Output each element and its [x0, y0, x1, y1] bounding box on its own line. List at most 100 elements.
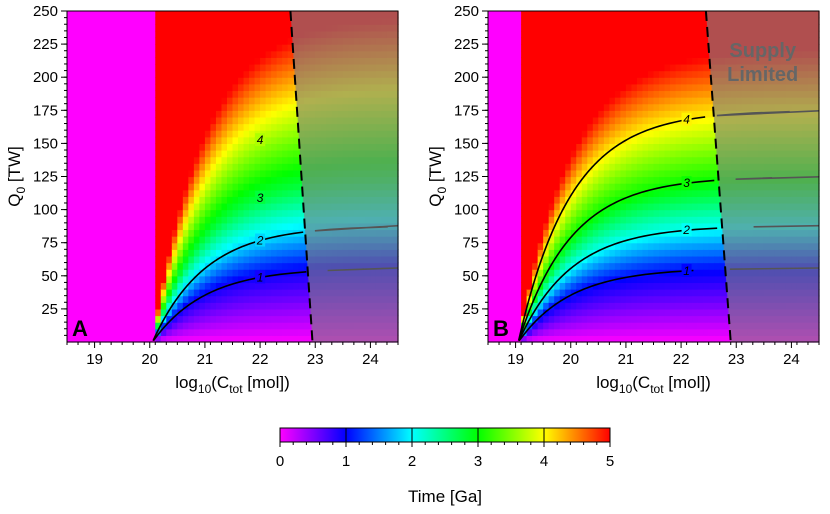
heatmap-cell	[675, 77, 682, 85]
heatmap-cell	[653, 83, 660, 92]
heatmap-cell	[653, 302, 660, 310]
heatmap-cell	[282, 255, 289, 264]
heatmap-cell	[226, 262, 234, 270]
heatmap-cell	[138, 70, 145, 78]
heatmap-cell	[559, 269, 566, 277]
heatmap-cell	[271, 282, 278, 290]
heatmap-cell	[144, 83, 151, 92]
heatmap-cell	[603, 70, 610, 78]
heatmap-cell	[293, 136, 300, 144]
heatmap-cell	[565, 90, 572, 98]
heatmap-cell	[193, 216, 200, 224]
heatmap-cell	[609, 275, 616, 284]
heatmap-cell	[193, 328, 200, 336]
heatmap-cell	[276, 328, 283, 336]
heatmap-cell	[166, 44, 173, 52]
heatmap-cell	[232, 70, 239, 78]
heatmap-cell	[287, 209, 294, 217]
heatmap-cell	[293, 282, 300, 290]
heatmap-cell	[659, 150, 666, 158]
heatmap-cell	[493, 150, 500, 158]
heatmap-cell	[659, 176, 666, 184]
heatmap-cell	[72, 295, 79, 303]
heatmap-cell	[581, 196, 588, 204]
heatmap-cell	[105, 262, 112, 270]
heatmap-cell	[659, 24, 666, 32]
heatmap-cell	[94, 315, 101, 323]
heatmap-cell	[210, 196, 217, 204]
heatmap-cell	[193, 242, 200, 250]
heatmap-cell	[182, 63, 189, 72]
heatmap-cell	[265, 77, 272, 85]
heatmap-cell	[215, 269, 223, 277]
heatmap-cell	[171, 308, 178, 317]
heatmap-cell	[149, 275, 156, 284]
heatmap-cell	[636, 322, 644, 330]
heatmap-cell	[609, 130, 616, 138]
heatmap-cell	[653, 169, 660, 178]
heatmap-cell	[598, 30, 605, 39]
heatmap-cell	[587, 295, 594, 303]
heatmap-cell	[94, 255, 101, 264]
heatmap-cell	[587, 196, 594, 204]
heatmap-cell	[133, 229, 140, 237]
heatmap-cell	[243, 202, 250, 211]
heatmap-cell	[537, 222, 544, 231]
heatmap-cell	[116, 209, 123, 217]
heatmap-cell	[559, 176, 566, 184]
heatmap-cell	[282, 315, 289, 323]
heatmap-cell	[636, 11, 644, 19]
heatmap-cell	[686, 202, 693, 211]
heatmap-cell	[243, 315, 250, 323]
heatmap-cell	[78, 209, 85, 217]
heatmap-cell	[614, 315, 621, 323]
heatmap-cell	[603, 110, 610, 118]
heatmap-cell	[675, 275, 682, 284]
heatmap-cell	[100, 176, 107, 184]
heatmap-cell	[243, 150, 250, 158]
heatmap-cell	[144, 308, 151, 317]
heatmap-cell	[581, 183, 588, 191]
heatmap-cell	[614, 255, 621, 264]
heatmap-cell	[160, 302, 167, 310]
heatmap-cell	[515, 169, 522, 178]
heatmap-cell	[265, 255, 272, 264]
heatmap-cell	[226, 282, 234, 290]
heatmap-cell	[493, 83, 500, 92]
heatmap-cell	[243, 11, 250, 19]
heatmap-cell	[510, 50, 517, 58]
heatmap-cell	[160, 183, 167, 191]
heatmap-cell	[238, 289, 245, 297]
heatmap-cell	[89, 255, 96, 264]
heatmap-cell	[83, 11, 90, 19]
heatmap-cell	[647, 110, 655, 118]
heatmap-cell	[116, 44, 123, 52]
heatmap-cell	[565, 77, 572, 85]
heatmap-cell	[243, 30, 250, 39]
heatmap-cell	[215, 136, 223, 144]
heatmap-cell	[215, 216, 223, 224]
heatmap-cell	[543, 176, 550, 184]
heatmap-cell	[177, 90, 184, 98]
heatmap-cell	[100, 136, 107, 144]
heatmap-cell	[493, 183, 500, 191]
heatmap-cell	[166, 249, 173, 257]
heatmap-cell	[138, 150, 145, 158]
heatmap-cell	[570, 236, 577, 244]
heatmap-cell	[78, 37, 85, 45]
heatmap-cell	[614, 236, 621, 244]
heatmap-cell	[210, 90, 217, 98]
heatmap-cell	[78, 269, 85, 277]
heatmap-cell	[510, 57, 517, 65]
heatmap-cell	[504, 176, 511, 184]
heatmap-cell	[243, 216, 250, 224]
heatmap-cell	[72, 163, 79, 171]
heatmap-cell	[127, 289, 134, 297]
heatmap-cell	[100, 44, 107, 52]
heatmap-cell	[304, 262, 311, 270]
heatmap-cell	[193, 308, 200, 317]
heatmap-cell	[105, 90, 112, 98]
heatmap-cell	[177, 328, 184, 336]
heatmap-cell	[94, 30, 101, 39]
heatmap-cell	[620, 11, 627, 19]
